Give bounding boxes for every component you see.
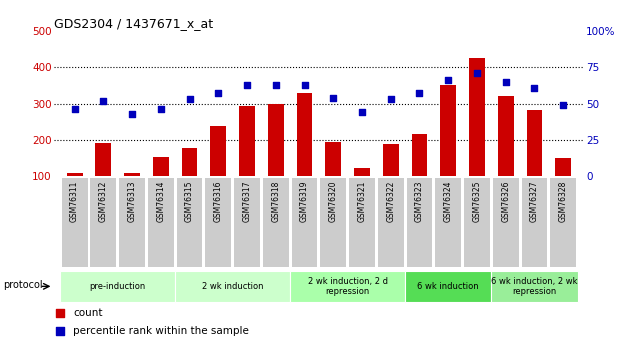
Point (54, 310, 65, 316)
FancyBboxPatch shape (119, 178, 145, 267)
Point (156, 107, 166, 112)
Text: GDS2304 / 1437671_x_at: GDS2304 / 1437671_x_at (54, 17, 213, 30)
Text: GSM76317: GSM76317 (242, 181, 251, 222)
Text: GSM76323: GSM76323 (415, 181, 424, 222)
Point (529, 85, 540, 90)
Text: GSM76311: GSM76311 (70, 181, 79, 222)
Text: count: count (73, 308, 103, 318)
Bar (383, 144, 399, 176)
Point (69, 107, 79, 112)
FancyBboxPatch shape (148, 178, 174, 267)
Bar (326, 142, 341, 176)
Bar (354, 168, 370, 176)
FancyBboxPatch shape (550, 178, 576, 267)
Point (54, 328, 65, 333)
FancyBboxPatch shape (320, 178, 346, 267)
FancyBboxPatch shape (435, 178, 461, 267)
Point (271, 82, 281, 87)
FancyBboxPatch shape (290, 271, 405, 302)
Point (357, 109, 367, 115)
Bar (440, 86, 456, 176)
Text: 6 wk induction, 2 wk
repression: 6 wk induction, 2 wk repression (491, 277, 578, 296)
Bar (268, 104, 284, 176)
Text: GSM76322: GSM76322 (387, 181, 395, 222)
Text: pre-induction: pre-induction (90, 282, 146, 291)
Bar (555, 158, 571, 176)
Point (127, 111, 137, 116)
Text: GSM76312: GSM76312 (99, 181, 108, 222)
Text: GSM76327: GSM76327 (530, 181, 539, 222)
Text: GSM76316: GSM76316 (214, 181, 223, 222)
Text: GSM76319: GSM76319 (300, 181, 309, 222)
Point (501, 79, 511, 85)
Bar (210, 126, 226, 176)
FancyBboxPatch shape (292, 178, 317, 267)
Point (98, 98, 108, 104)
Point (472, 70, 482, 76)
Bar (153, 157, 169, 176)
Point (242, 82, 252, 87)
Text: GSM76318: GSM76318 (271, 181, 280, 222)
Bar (239, 106, 255, 176)
Text: GSM76314: GSM76314 (156, 181, 165, 222)
FancyBboxPatch shape (464, 178, 490, 267)
FancyBboxPatch shape (175, 271, 290, 302)
Point (328, 95, 338, 100)
Text: GSM76321: GSM76321 (358, 181, 367, 222)
Point (185, 96, 195, 102)
FancyBboxPatch shape (349, 178, 375, 267)
Point (414, 91, 424, 96)
FancyBboxPatch shape (177, 178, 203, 267)
Text: GSM76326: GSM76326 (501, 181, 510, 222)
Text: 2 wk induction: 2 wk induction (202, 282, 263, 291)
Text: GSM76328: GSM76328 (559, 181, 568, 222)
Bar (124, 173, 140, 176)
FancyBboxPatch shape (492, 271, 578, 302)
Bar (412, 134, 428, 176)
FancyBboxPatch shape (60, 271, 175, 302)
FancyBboxPatch shape (263, 178, 288, 267)
Text: protocol: protocol (3, 280, 42, 289)
Text: percentile rank within the sample: percentile rank within the sample (73, 326, 249, 335)
Text: GSM76320: GSM76320 (329, 181, 338, 222)
Text: GSM76315: GSM76315 (185, 181, 194, 222)
Point (443, 78, 453, 83)
FancyBboxPatch shape (205, 178, 231, 267)
Bar (181, 148, 197, 176)
Text: GSM76324: GSM76324 (444, 181, 453, 222)
Text: 6 wk induction: 6 wk induction (417, 282, 479, 291)
Text: GSM76325: GSM76325 (472, 181, 481, 222)
FancyBboxPatch shape (493, 178, 519, 267)
Bar (498, 96, 513, 176)
Bar (469, 58, 485, 176)
Text: 2 wk induction, 2 d
repression: 2 wk induction, 2 d repression (308, 277, 388, 296)
FancyBboxPatch shape (90, 178, 116, 267)
Bar (96, 144, 112, 176)
FancyBboxPatch shape (405, 271, 492, 302)
FancyBboxPatch shape (378, 178, 404, 267)
Point (213, 91, 224, 96)
Point (558, 102, 569, 108)
FancyBboxPatch shape (522, 178, 547, 267)
Point (386, 96, 396, 102)
FancyBboxPatch shape (62, 178, 88, 267)
FancyBboxPatch shape (234, 178, 260, 267)
Text: GSM76313: GSM76313 (128, 181, 137, 222)
Bar (297, 92, 312, 176)
Point (299, 82, 310, 87)
Bar (67, 173, 83, 176)
FancyBboxPatch shape (406, 178, 433, 267)
Bar (526, 110, 542, 176)
